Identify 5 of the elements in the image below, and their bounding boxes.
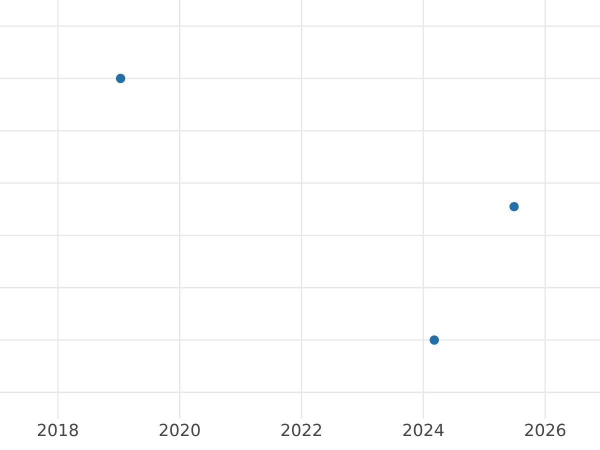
x-tick-label: 2024 — [403, 424, 444, 436]
x-tick-label: 2026 — [525, 424, 566, 436]
x-tick-label: 2020 — [160, 424, 200, 436]
x-tick-label: 2022 — [282, 424, 322, 436]
x-tick-label: 2018 — [38, 424, 78, 436]
